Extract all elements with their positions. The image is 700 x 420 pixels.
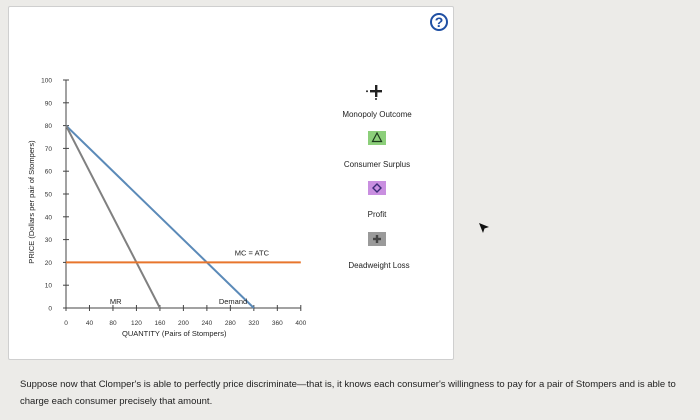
mouse-cursor-icon <box>479 223 489 233</box>
y-tick-label: 60 <box>45 169 53 176</box>
x-tick-label: 280 <box>225 320 236 327</box>
help-icon: ? <box>434 14 444 30</box>
x-axis-label: QUANTITY (Pairs of Stompers) <box>122 329 227 338</box>
price-quantity-chart: 0 10 20 30 40 50 60 70 80 90 100 0 40 80 120 160 200 240 2… <box>27 78 412 339</box>
x-tick-label: 200 <box>178 320 189 327</box>
x-tick-label: 120 <box>131 320 142 327</box>
diamond-icon <box>368 181 386 195</box>
y-tick-label: 10 <box>45 283 53 290</box>
mc-atc-label: MC = ATC <box>235 248 270 257</box>
y-tick-label: 40 <box>45 214 53 221</box>
question-text: Suppose now that Clomper's is able to pe… <box>20 379 676 407</box>
y-axis-label: PRICE (Dollars per pair of Stompers) <box>27 140 36 264</box>
curve-mr[interactable] <box>65 125 161 309</box>
y-tick-label: 80 <box>45 123 53 130</box>
y-tick-label: 20 <box>45 260 53 267</box>
legend-label-deadweight-loss: Deadweight Loss <box>348 261 409 270</box>
x-tick-label: 240 <box>201 320 212 327</box>
legend-item-consumer-surplus[interactable] <box>368 131 386 145</box>
x-tick-label: 0 <box>64 320 68 327</box>
x-tick-label: 400 <box>295 320 306 327</box>
legend-item-deadweight-loss[interactable] <box>368 232 386 246</box>
mr-label: MR <box>110 297 122 306</box>
legend-item-monopoly-outcome[interactable] <box>366 85 382 100</box>
legend-label-monopoly-outcome: Monopoly Outcome <box>342 110 412 119</box>
y-tick-label: 30 <box>45 237 53 244</box>
legend-item-profit[interactable] <box>368 181 386 195</box>
x-tick-label: 360 <box>272 320 283 327</box>
chart-plot-area: 0 10 20 30 40 50 60 70 80 90 100 0 40 80 120 160 200 240 2… <box>27 78 307 339</box>
x-tick-label: 80 <box>109 320 117 327</box>
y-tick-label: 90 <box>45 100 53 107</box>
y-tick-label: 0 <box>48 306 52 313</box>
y-tick-label: 100 <box>41 78 52 85</box>
y-tick-label: 50 <box>45 192 53 199</box>
legend-label-profit: Profit <box>368 210 387 219</box>
x-tick-label: 320 <box>248 320 259 327</box>
legend: Monopoly Outcome Consumer Surplus Profit… <box>342 85 412 270</box>
help-button[interactable]: ? <box>430 13 448 31</box>
y-tick-label: 70 <box>45 146 53 153</box>
demand-label: Demand <box>219 297 247 306</box>
legend-label-consumer-surplus: Consumer Surplus <box>344 160 410 169</box>
x-tick-label: 160 <box>154 320 165 327</box>
x-tick-label: 40 <box>86 320 94 327</box>
plus-point-icon <box>366 85 382 100</box>
curve-demand[interactable] <box>65 124 255 309</box>
graph-panel: ? 0 10 20 30 40 50 60 70 80 90 100 0 40 80 120 160 200 24… <box>8 6 454 360</box>
